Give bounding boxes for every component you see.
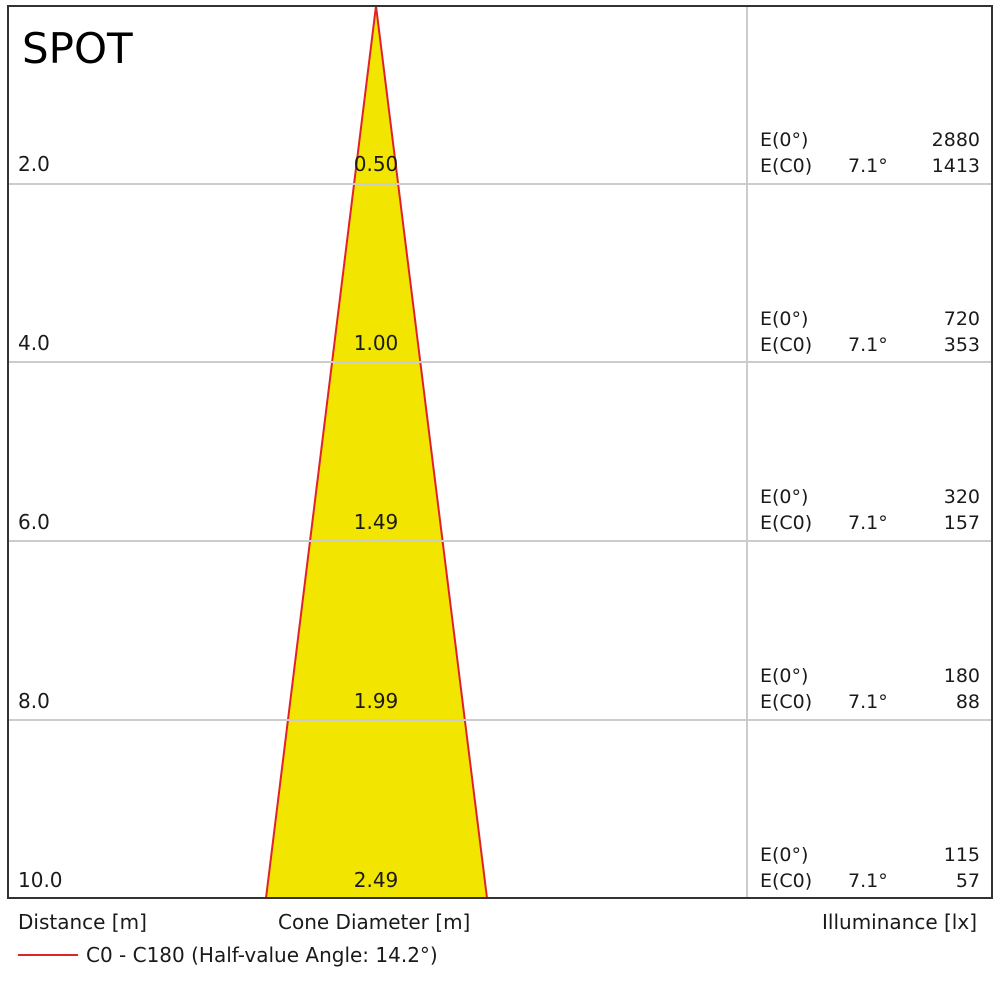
ec0-value: 157 [943, 512, 980, 534]
diameter-label: 2.49 [353, 868, 399, 892]
ec0-label: E(C0) [760, 512, 813, 534]
ec0-label: E(C0) [760, 334, 813, 356]
e0-label: E(0°) [760, 665, 809, 687]
e0-label: E(0°) [760, 844, 809, 866]
distance-label: 10.0 [18, 868, 63, 892]
cone-edge-right [375, 5, 488, 899]
ec0-angle: 7.1° [848, 691, 888, 713]
e0-label: E(0°) [760, 486, 809, 508]
legend: C0 - C180 (Half-value Angle: 14.2°) [18, 942, 438, 968]
distance-label: 2.0 [18, 152, 50, 176]
diameter-axis-label: Cone Diameter [m] [278, 910, 471, 934]
e0-value: 320 [943, 486, 980, 508]
e0-label: E(0°) [760, 308, 809, 330]
illuminance-axis-label: Illuminance [lx] [822, 910, 977, 934]
ec0-value: 88 [955, 691, 980, 713]
ec0-value: 353 [943, 334, 980, 356]
ec0-angle: 7.1° [848, 870, 888, 892]
ec0-angle: 7.1° [848, 512, 888, 534]
e0-value: 115 [943, 844, 980, 866]
e0-value: 720 [943, 308, 980, 330]
ec0-angle: 7.1° [848, 334, 888, 356]
ec0-value: 57 [955, 870, 980, 892]
legend-text: C0 - C180 (Half-value Angle: 14.2°) [86, 943, 438, 967]
diagram-title: SPOT [22, 24, 133, 73]
legend-line-swatch [18, 954, 78, 956]
e0-value: 2880 [931, 129, 980, 151]
distance-axis-label: Distance [m] [18, 910, 147, 934]
ec0-angle: 7.1° [848, 155, 888, 177]
ec0-value: 1413 [931, 155, 980, 177]
frame [7, 5, 993, 899]
diameter-label: 1.49 [353, 510, 399, 534]
diameter-label: 1.00 [353, 331, 399, 355]
diameter-label: 1.99 [353, 689, 399, 713]
e0-label: E(0°) [760, 129, 809, 151]
distance-label: 4.0 [18, 331, 50, 355]
light-cone [266, 6, 487, 898]
e0-value: 180 [943, 665, 980, 687]
ec0-label: E(C0) [760, 155, 813, 177]
cone-edge-left [265, 5, 377, 899]
ec0-label: E(C0) [760, 691, 813, 713]
diameter-label: 0.50 [353, 152, 399, 176]
ec0-label: E(C0) [760, 870, 813, 892]
distance-label: 6.0 [18, 510, 50, 534]
distance-label: 8.0 [18, 689, 50, 713]
